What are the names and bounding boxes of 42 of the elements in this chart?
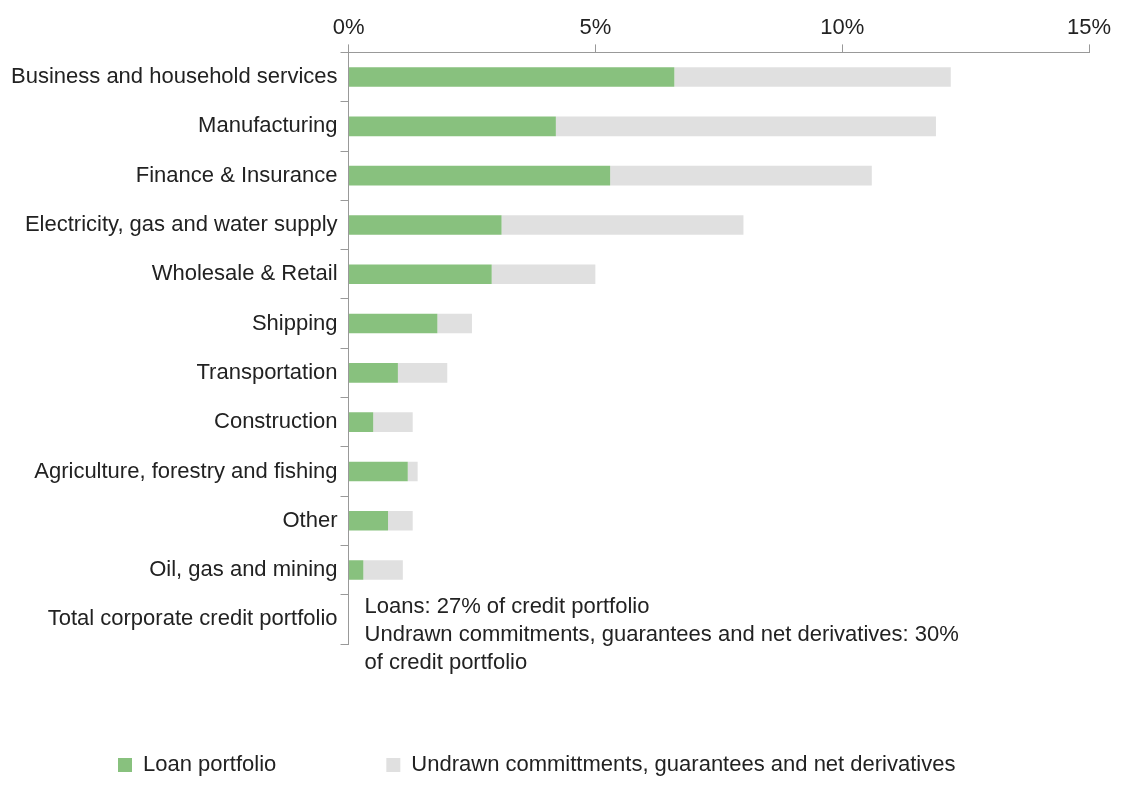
bar: [349, 116, 556, 137]
bar: [349, 363, 398, 383]
bar: [349, 560, 364, 580]
bar: [349, 165, 611, 186]
bar: [363, 560, 403, 580]
bar: [349, 264, 492, 285]
y-tick-label: Wholesale & Retail: [151, 260, 338, 286]
bar: [373, 412, 413, 432]
bar: [349, 313, 438, 334]
legend-label: Undrawn committments, guarantees and net derivatives: [411, 751, 956, 777]
annotation: Undrawn commitments, guarantees and net derivatives: 30% of credit portfolio: [364, 621, 959, 675]
bar: [349, 215, 502, 235]
bar: [674, 67, 951, 87]
bar: [610, 165, 872, 186]
y-tick-label: Agriculture, forestry and fishing: [34, 457, 338, 483]
y-tick-label: Transportation: [196, 358, 338, 384]
bar: [397, 363, 448, 383]
y-tick-label: Finance & Insurance: [135, 161, 338, 187]
y-tick-label: Total corporate credit portfolio: [47, 605, 338, 631]
x-tick-label: 15%: [1066, 14, 1112, 40]
bar: [349, 67, 675, 87]
y-tick-label: Construction: [214, 408, 338, 434]
x-tick-label: 10%: [820, 14, 865, 40]
y-tick-label: Business and household services: [11, 63, 338, 89]
bar: [501, 215, 744, 235]
bar: [349, 510, 389, 531]
bar: [491, 264, 596, 285]
bar: [349, 412, 374, 432]
x-tick-label: 0%: [332, 14, 365, 40]
bar: [407, 461, 418, 482]
bar: [555, 116, 936, 137]
bar: [349, 461, 408, 482]
bar: [388, 510, 413, 531]
y-tick-label: Electricity, gas and water supply: [24, 211, 338, 237]
x-tick-label: 5%: [579, 14, 612, 40]
y-tick-label: Oil, gas and mining: [149, 556, 338, 582]
y-tick-label: Shipping: [251, 309, 338, 335]
legend-label: Loan portfolio: [143, 751, 277, 777]
y-tick-label: Other: [282, 506, 338, 532]
y-tick-label: Manufacturing: [198, 112, 338, 138]
bar: [437, 313, 472, 334]
annotation: Loans: 27% of credit portfolio: [364, 593, 650, 619]
